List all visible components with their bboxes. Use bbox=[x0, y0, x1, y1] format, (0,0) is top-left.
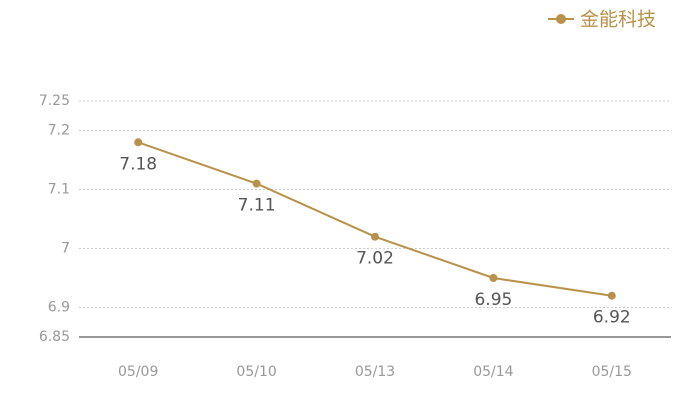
data-label: 6.92 bbox=[593, 308, 631, 328]
point bbox=[489, 274, 498, 282]
x-tick-label: 05/15 bbox=[592, 364, 632, 380]
y-tick-label: 7.1 bbox=[48, 182, 70, 198]
data-label: 7.18 bbox=[119, 154, 157, 174]
line bbox=[137, 141, 612, 297]
legend-label: 金能科技 bbox=[580, 9, 656, 31]
point bbox=[371, 232, 379, 241]
y-tick-label: 6.85 bbox=[39, 329, 70, 345]
x-tick-label: 05/14 bbox=[473, 364, 513, 380]
point bbox=[607, 291, 616, 300]
y-tick-label: 7 bbox=[61, 241, 70, 257]
x-tick-label: 05/13 bbox=[355, 364, 395, 380]
y-tick-label: 6.9 bbox=[48, 300, 70, 316]
point bbox=[252, 179, 261, 188]
data-label: 7.11 bbox=[238, 196, 276, 216]
point bbox=[134, 138, 143, 147]
y-tick-label: 7.2 bbox=[48, 123, 70, 139]
data-label: 7.02 bbox=[356, 249, 394, 269]
x-tick-label: 05/09 bbox=[118, 364, 158, 380]
legend-marker bbox=[556, 14, 566, 24]
y-tick-label: 7.25 bbox=[39, 93, 70, 109]
data-label: 6.95 bbox=[474, 290, 512, 310]
x-tick-label: 05/10 bbox=[236, 364, 276, 380]
